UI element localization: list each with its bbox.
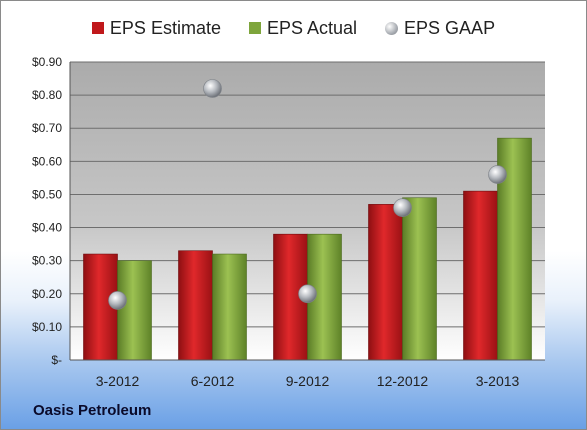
y-tick-label: $0.50 [32, 187, 62, 201]
gaap-marker [203, 79, 222, 98]
x-tick-label: 3-2013 [476, 373, 520, 389]
actual-bar [117, 260, 152, 361]
gaap-markers [108, 79, 507, 310]
legend-label-estimate: EPS Estimate [109, 17, 221, 38]
y-axis: $- $0.10 $0.20 $0.30 $0.40 $0.50 $0.60 $0.70 $0.… [32, 55, 71, 367]
actual-bar [212, 253, 247, 361]
legend-item-estimate: EPS Estimate [91, 14, 221, 42]
y-tick-label: $0.60 [32, 154, 62, 168]
x-tick-label: 9-2012 [286, 373, 330, 389]
estimate-bar [178, 250, 213, 361]
legend-swatch-estimate [91, 22, 104, 34]
gaap-marker [108, 291, 127, 310]
gaap-marker [393, 198, 412, 217]
y-tick-label: $0.70 [32, 121, 62, 135]
y-tick-label: $0.90 [32, 55, 62, 69]
y-tick-label: $0.40 [32, 221, 62, 235]
gaap-marker [298, 284, 317, 304]
legend-label-gaap: EPS GAAP [404, 17, 496, 38]
legend-swatch-actual [248, 22, 261, 34]
y-tick-label: $0.80 [32, 88, 62, 102]
y-tick-label: $0.20 [32, 287, 62, 301]
y-tick-label: $0.30 [32, 254, 62, 268]
actual-bar [497, 137, 532, 361]
y-tick-label: $- [51, 353, 62, 367]
x-tick-label: 3-2012 [96, 373, 140, 389]
actual-bar [402, 197, 437, 361]
legend-item-actual: EPS Actual [248, 14, 358, 42]
estimate-bar [368, 204, 403, 361]
company-name: Oasis Petroleum [33, 402, 152, 419]
legend-label-actual: EPS Actual [266, 17, 358, 38]
legend-swatch-gaap [385, 21, 399, 35]
estimate-bar [463, 190, 498, 361]
x-axis: 3-2012 6-2012 9-2012 12-2012 3-2013 [70, 359, 545, 389]
legend: EPS Estimate EPS Actual EPS GAAP [0, 14, 587, 42]
legend-item-gaap: EPS GAAP [385, 14, 495, 42]
bars [83, 137, 532, 361]
x-tick-label: 6-2012 [191, 373, 235, 389]
x-tick-label: 12-2012 [377, 373, 429, 389]
gaap-marker [488, 165, 507, 184]
y-tick-label: $0.10 [32, 320, 62, 334]
